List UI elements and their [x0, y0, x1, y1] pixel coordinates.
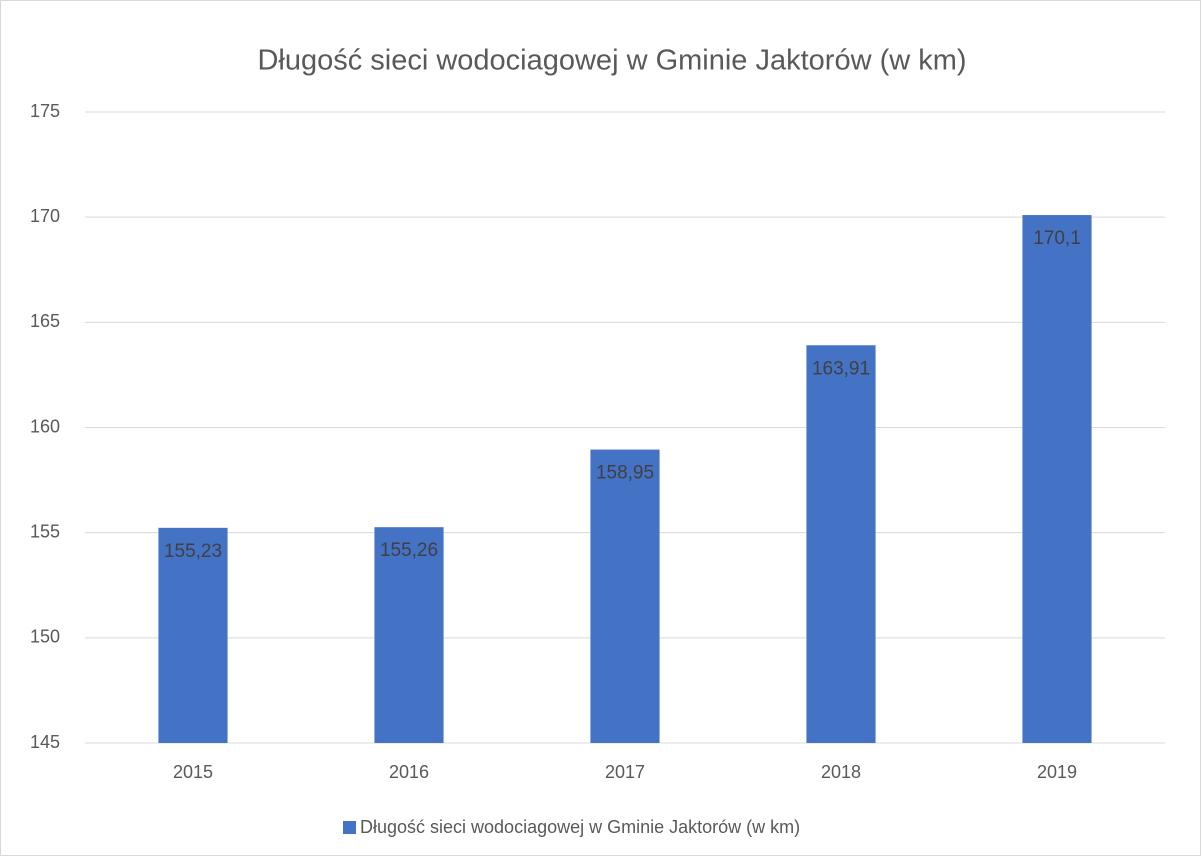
y-tick-label: 160 [30, 416, 60, 436]
y-tick-label: 145 [30, 732, 60, 752]
y-tick-label: 175 [30, 101, 60, 121]
x-tick-label: 2019 [1037, 762, 1077, 782]
data-label: 158,95 [596, 463, 654, 484]
y-tick-label: 165 [30, 311, 60, 331]
x-tick-label: 2016 [389, 762, 429, 782]
bar [374, 527, 444, 743]
bar [590, 449, 660, 743]
y-tick-label: 170 [30, 206, 60, 226]
bar [806, 345, 876, 743]
x-tick-label: 2015 [173, 762, 213, 782]
data-label: 170,1 [1033, 228, 1081, 249]
bar [158, 527, 228, 743]
data-label: 155,23 [164, 541, 222, 562]
x-tick-label: 2017 [605, 762, 645, 782]
legend-swatch [343, 821, 356, 834]
chart-title: Długość sieci wodociagowej w Gminie Jakt… [257, 45, 966, 77]
x-tick-label: 2018 [821, 762, 861, 782]
data-label: 163,91 [812, 358, 870, 379]
y-tick-label: 155 [30, 521, 60, 541]
y-tick-label: 150 [30, 627, 60, 647]
legend-label: Długość sieci wodociagowej w Gminie Jakt… [360, 817, 800, 837]
bar [1022, 215, 1092, 743]
data-label: 155,26 [380, 540, 438, 561]
